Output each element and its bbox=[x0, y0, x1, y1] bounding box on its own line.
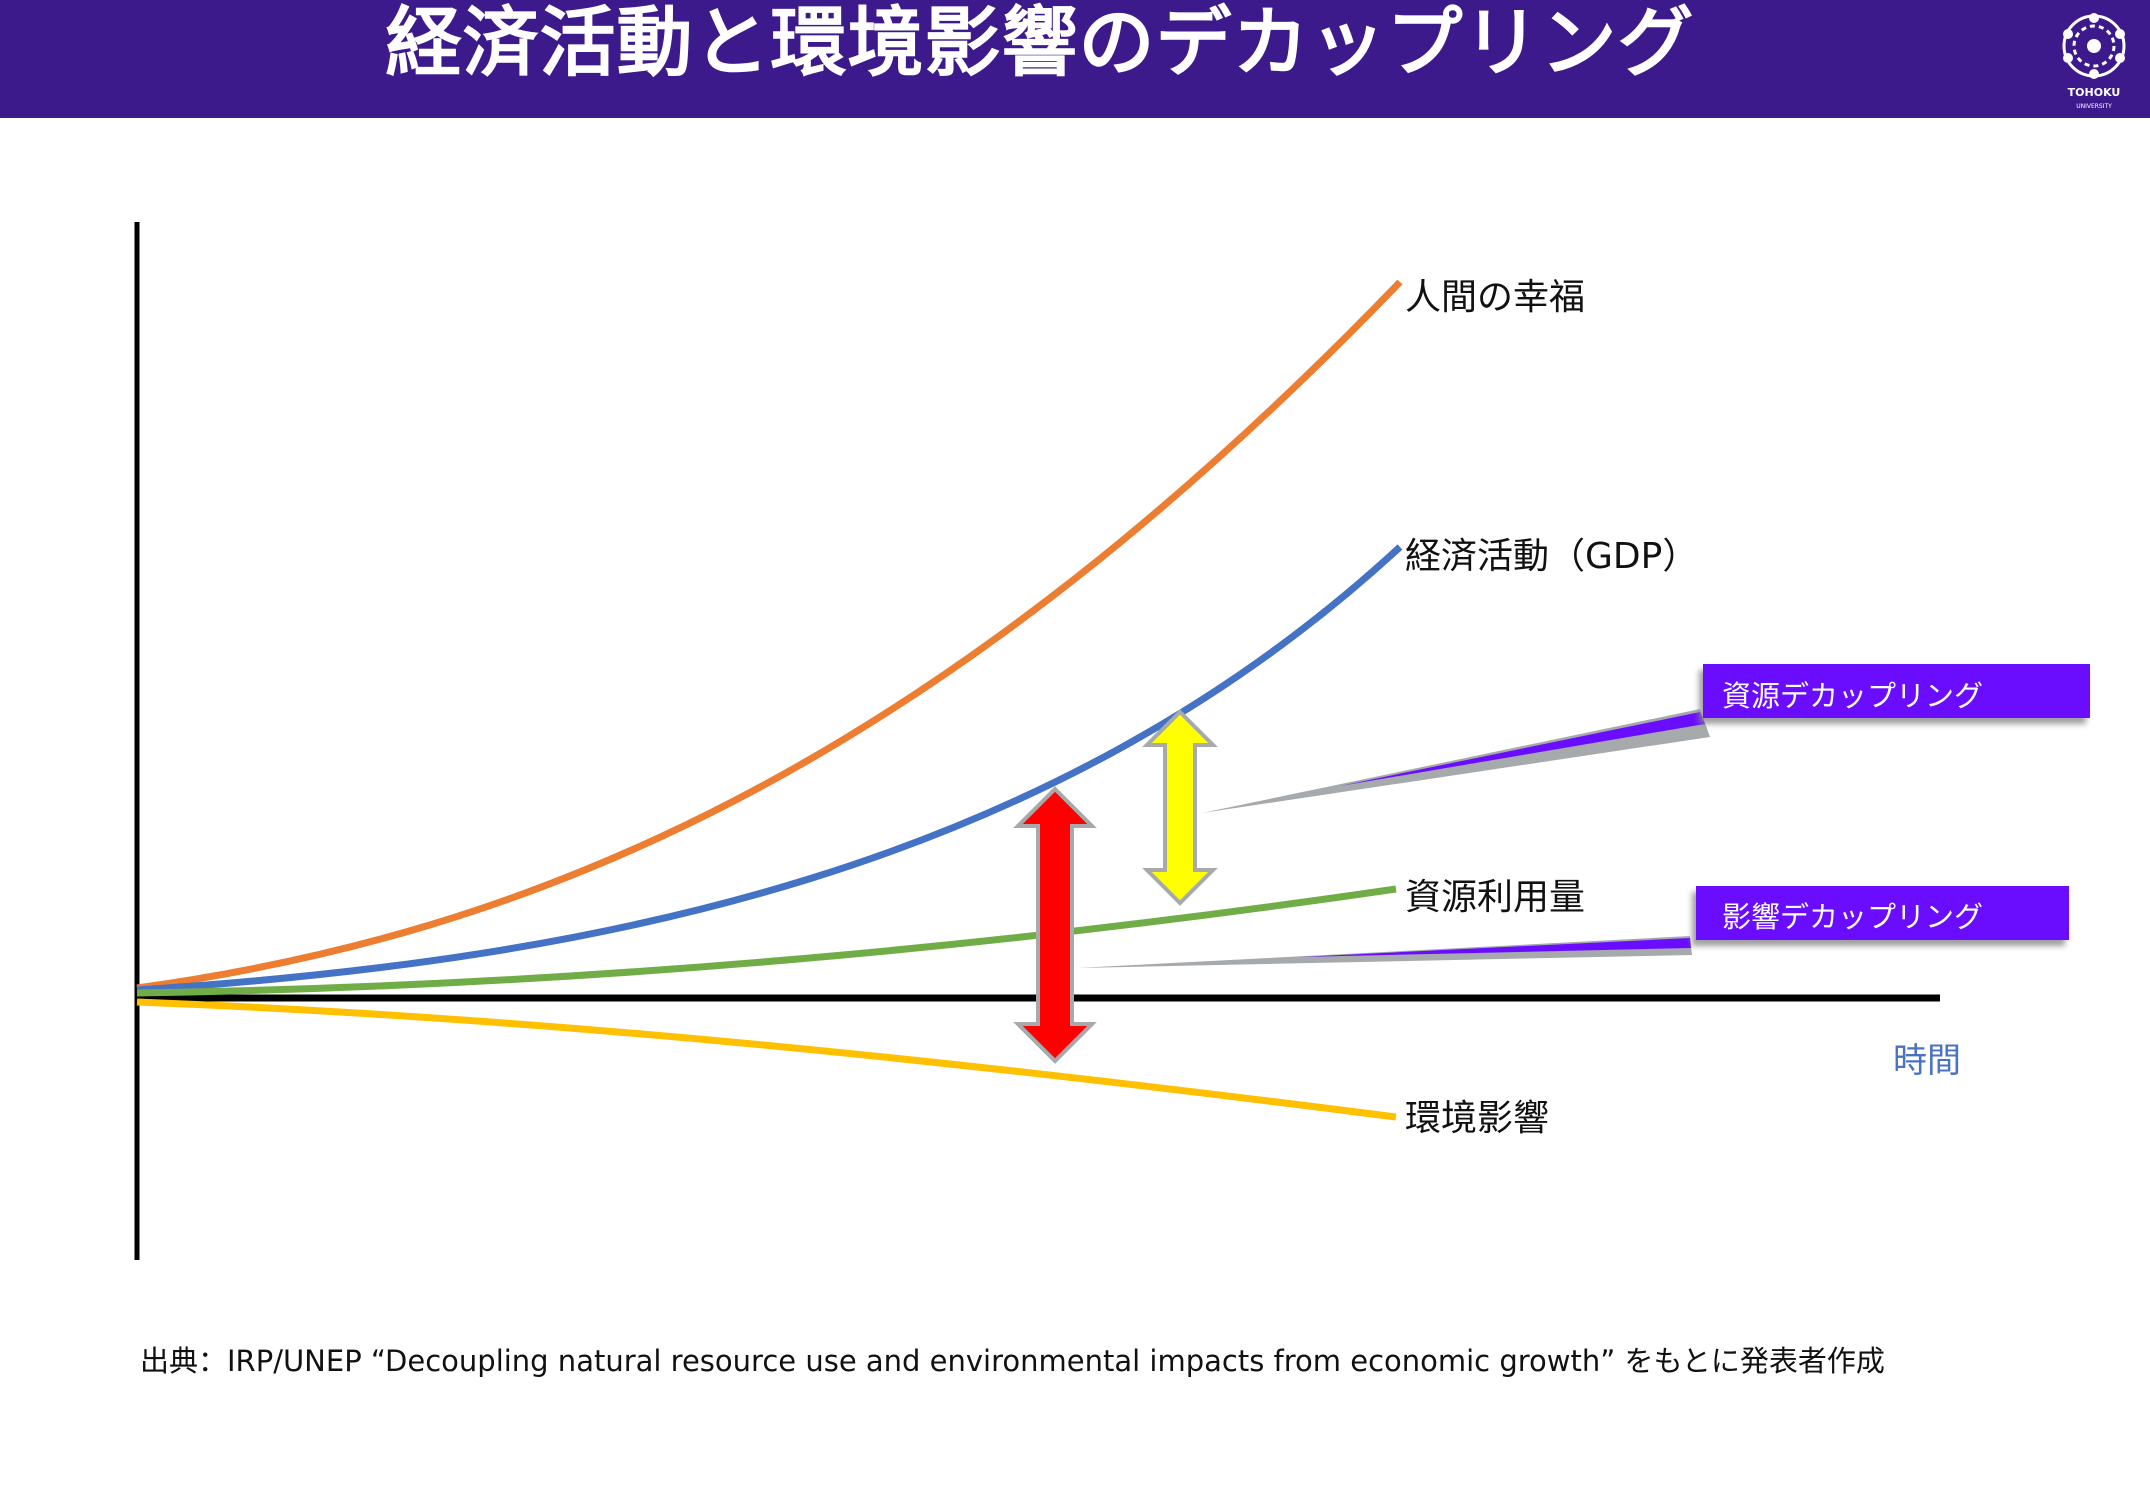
impact-decoupling-label: 影響デカップリング bbox=[1722, 900, 1984, 934]
x-axis-label: 時間 bbox=[1893, 1041, 1961, 1081]
series-line-resource-use bbox=[136, 885, 1397, 997]
series-line-gdp bbox=[136, 544, 1403, 994]
series-label-gdp: 経済活動（GDP） bbox=[1405, 536, 1699, 577]
university-logo: TOHOKU UNIVERSITY bbox=[2062, 13, 2126, 110]
logo-text: TOHOKU bbox=[2068, 86, 2121, 99]
series-label-resource-use: 資源利用量 bbox=[1405, 877, 1586, 918]
series-label-environmental-impact: 環境影響 bbox=[1405, 1098, 1550, 1139]
series-line-environmental-impact bbox=[136, 998, 1397, 1121]
impact-decoupling-callout bbox=[1696, 886, 2069, 940]
resource-decoupling-arrow bbox=[1142, 709, 1218, 906]
impact-decoupling-arrow bbox=[1013, 786, 1097, 1064]
resource-decoupling-label: 資源デカップリング bbox=[1722, 679, 1984, 713]
impact-callout-leader-accent bbox=[1300, 938, 1691, 957]
source-citation: 出典：IRP/UNEP “Decoupling natural resource… bbox=[140, 1344, 1885, 1378]
page-title: 経済活動と環境影響のデカップリング bbox=[385, 0, 1695, 87]
title-bar: 経済活動と環境影響のデカップリング TOHOKU UNIVERSITY bbox=[0, 0, 2150, 118]
resource-callout-leader bbox=[1202, 709, 1710, 813]
resource-decoupling-callout bbox=[1703, 664, 2090, 718]
resource-callout-leader-accent bbox=[1340, 712, 1705, 786]
series-line-wellbeing bbox=[136, 279, 1403, 992]
impact-callout-leader bbox=[1077, 936, 1692, 968]
series-label-wellbeing: 人間の幸福 bbox=[1405, 277, 1586, 318]
logo-subtext: UNIVERSITY bbox=[2076, 103, 2112, 110]
